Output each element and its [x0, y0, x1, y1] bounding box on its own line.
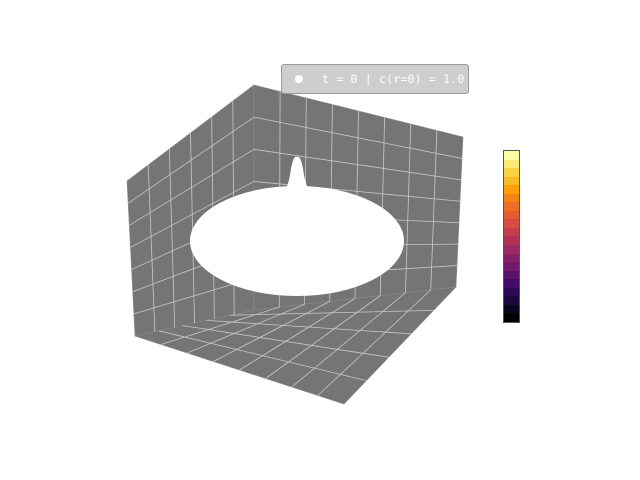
colorbar: [503, 150, 520, 323]
colorbar-band: [504, 313, 519, 322]
legend-label: t = 0 | c(r=0) = 1.0: [322, 72, 465, 86]
colorbar-band: [504, 262, 519, 271]
colorbar-band: [504, 168, 519, 177]
right-pane-gridline: [430, 130, 438, 290]
right-pane-gridline: [253, 116, 463, 159]
colorbar-band: [504, 202, 519, 211]
colorbar-band: [504, 245, 519, 254]
legend: t = 0 | c(r=0) = 1.0: [281, 64, 469, 94]
floor-pane-gridline: [213, 301, 330, 362]
colorbar-band: [504, 210, 519, 220]
colorbar-band: [504, 296, 519, 305]
colorbar-band: [504, 185, 519, 194]
left-pane-gridline: [190, 132, 195, 324]
colorbar-band: [504, 176, 519, 186]
surface-peak: [285, 156, 309, 190]
colorbar-band: [504, 270, 519, 280]
colorbar-band: [504, 193, 519, 203]
colorbar-band: [504, 287, 519, 297]
floor-pane-gridline: [239, 298, 356, 371]
surface-plot: [190, 156, 404, 296]
floor-pane-gridline: [291, 292, 406, 388]
colorbar-band: [504, 304, 519, 314]
left-pane-gridline: [127, 116, 255, 204]
legend-marker-icon: [295, 75, 303, 83]
colorbar-band: [504, 236, 519, 246]
left-pane-gridline: [130, 181, 255, 248]
colorbar-band: [504, 253, 519, 263]
floor-pane-gridline: [317, 289, 432, 396]
colorbar-band: [504, 151, 519, 160]
left-pane-gridline: [129, 148, 255, 226]
left-pane-gridline: [147, 164, 156, 332]
colorbar-band: [504, 279, 519, 288]
floor-pane-gridline: [265, 295, 381, 379]
colorbar-band: [504, 159, 519, 169]
colorbar-band: [504, 227, 519, 237]
right-pane-gridline: [253, 148, 462, 181]
surface-disk: [190, 186, 404, 296]
floor-pane-gridline: [161, 306, 280, 345]
right-pane-gridline: [405, 123, 412, 293]
colorbar-band: [504, 219, 519, 228]
floor-pane-gridline: [187, 303, 305, 354]
left-pane-gridline: [168, 148, 176, 328]
